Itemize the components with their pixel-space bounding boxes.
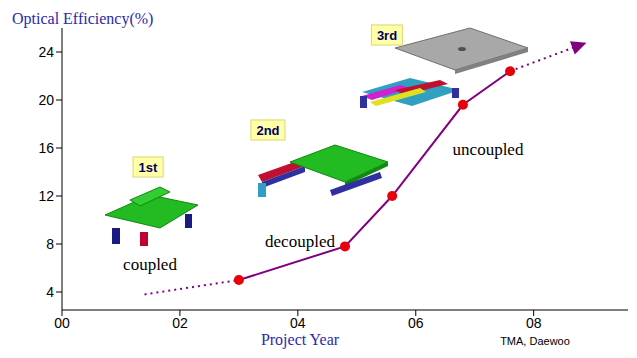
html-text:decoupled: decoupled: [265, 232, 335, 251]
svg-text:04: 04: [290, 315, 306, 331]
svg-text:20: 20: [38, 92, 54, 108]
svg-text:02: 02: [172, 315, 188, 331]
svg-text:4: 4: [46, 284, 54, 300]
svg-text:16: 16: [38, 140, 54, 156]
html-text:coupled: coupled: [123, 255, 177, 274]
html-text:Optical Efficiency(%): Optical Efficiency(%): [12, 10, 154, 27]
svg-text:12: 12: [38, 188, 54, 204]
html-text:TMA, Daewoo: TMA, Daewoo: [500, 335, 570, 347]
html-text:1st: 1st: [138, 159, 158, 175]
svg-text:24: 24: [38, 44, 54, 60]
html-text:uncoupled: uncoupled: [452, 140, 524, 159]
svg-text:08: 08: [526, 315, 542, 331]
svg-text:06: 06: [408, 315, 424, 331]
svg-text:00: 00: [54, 315, 70, 331]
html-text:3rd: 3rd: [376, 27, 398, 43]
html-text:2nd: 2nd: [256, 122, 280, 138]
svg-text:8: 8: [46, 236, 54, 252]
html-text:Project Year: Project Year: [260, 331, 340, 348]
